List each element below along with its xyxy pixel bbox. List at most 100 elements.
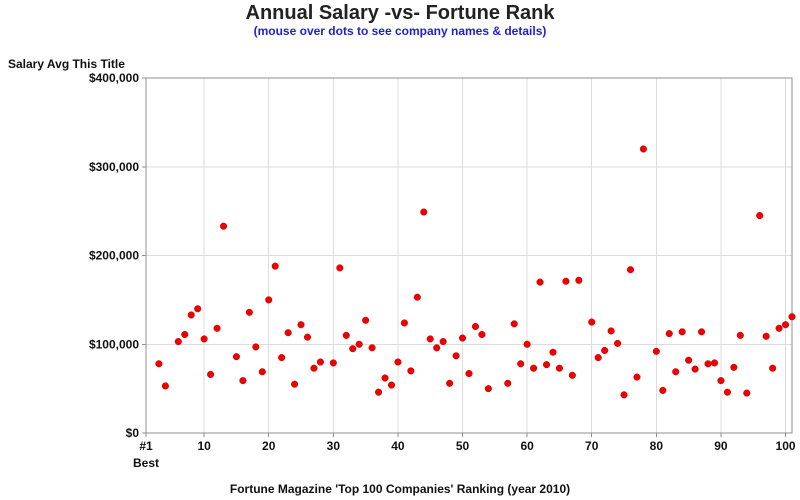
data-point[interactable] (743, 389, 751, 397)
data-point[interactable] (730, 363, 738, 371)
data-point[interactable] (678, 328, 686, 336)
data-point[interactable] (691, 365, 699, 373)
data-point[interactable] (530, 364, 538, 372)
data-point[interactable] (213, 324, 221, 332)
data-point[interactable] (258, 368, 266, 376)
y-axis: $0 $100,000 $200,000 $300,000 $400,000 (89, 71, 146, 440)
data-point[interactable] (478, 330, 486, 339)
data-point[interactable] (271, 262, 279, 270)
data-point[interactable] (303, 333, 312, 341)
data-point[interactable] (355, 340, 363, 348)
data-point[interactable] (362, 316, 370, 324)
x-tick-label: #1 (139, 439, 153, 453)
data-point[interactable] (652, 347, 660, 355)
data-point[interactable] (575, 276, 583, 284)
data-point[interactable] (407, 367, 415, 375)
data-point[interactable] (626, 266, 635, 274)
data-point[interactable] (698, 328, 706, 336)
data-point[interactable] (181, 330, 189, 339)
data-point[interactable] (433, 344, 441, 352)
data-point[interactable] (465, 369, 473, 378)
data-point[interactable] (200, 335, 208, 343)
data-point[interactable] (265, 296, 273, 304)
data-point[interactable] (394, 358, 402, 366)
data-point[interactable] (174, 338, 182, 346)
data-point[interactable] (510, 320, 518, 328)
data-point[interactable] (542, 361, 551, 369)
data-point[interactable] (614, 339, 622, 347)
data-points (155, 145, 796, 399)
x-tick-label: 80 (650, 439, 664, 453)
data-point[interactable] (781, 321, 790, 329)
data-point[interactable] (594, 354, 602, 362)
x-tick-sublabel: Best (133, 456, 159, 470)
data-point[interactable] (161, 382, 169, 390)
data-point[interactable] (232, 353, 240, 361)
data-point[interactable] (659, 386, 667, 394)
data-point[interactable] (310, 364, 318, 372)
data-point[interactable] (413, 293, 421, 301)
data-point[interactable] (710, 359, 719, 367)
data-point[interactable] (788, 313, 796, 321)
data-point[interactable] (665, 330, 673, 338)
data-point[interactable] (723, 388, 731, 396)
data-point[interactable] (329, 359, 337, 367)
data-point[interactable] (775, 324, 783, 332)
data-point[interactable] (555, 364, 563, 372)
x-axis: #1 10 20 30 40 50 60 70 80 90 100 (139, 433, 796, 453)
data-point[interactable] (562, 277, 570, 285)
data-point[interactable] (284, 329, 292, 337)
data-point[interactable] (536, 278, 544, 286)
data-point[interactable] (639, 145, 647, 153)
data-point[interactable] (336, 264, 344, 272)
data-point[interactable] (291, 380, 299, 388)
data-point[interactable] (375, 388, 383, 396)
data-point[interactable] (568, 371, 576, 379)
data-point[interactable] (426, 335, 434, 343)
data-point[interactable] (685, 356, 693, 364)
data-point[interactable] (717, 377, 725, 385)
y-tick-label: $300,000 (89, 160, 139, 174)
data-point[interactable] (446, 379, 454, 387)
data-point[interactable] (672, 368, 680, 376)
data-point[interactable] (155, 360, 163, 368)
data-point[interactable] (342, 331, 350, 339)
data-point[interactable] (736, 331, 744, 339)
data-point[interactable] (439, 338, 447, 346)
data-point[interactable] (368, 344, 376, 352)
data-point[interactable] (607, 327, 615, 335)
data-point[interactable] (278, 354, 286, 362)
data-point[interactable] (633, 373, 641, 381)
data-point[interactable] (458, 334, 467, 342)
y-tick-label: $400,000 (89, 71, 139, 85)
data-point[interactable] (297, 321, 305, 329)
data-point[interactable] (194, 305, 202, 313)
data-point[interactable] (420, 208, 428, 216)
data-point[interactable] (517, 360, 525, 368)
data-point[interactable] (187, 311, 195, 319)
data-point[interactable] (452, 352, 460, 360)
data-point[interactable] (620, 391, 628, 399)
data-point[interactable] (387, 381, 396, 389)
data-point[interactable] (400, 319, 408, 327)
data-point[interactable] (601, 346, 609, 355)
data-point[interactable] (756, 212, 764, 220)
x-tick-label: 10 (197, 439, 211, 453)
data-point[interactable] (769, 364, 777, 372)
data-point[interactable] (316, 358, 324, 366)
data-point[interactable] (588, 318, 596, 326)
data-point[interactable] (504, 379, 512, 387)
data-point[interactable] (239, 377, 247, 385)
data-point[interactable] (704, 360, 712, 368)
data-point[interactable] (219, 222, 228, 230)
data-point[interactable] (523, 340, 531, 348)
data-point[interactable] (484, 385, 492, 393)
data-point[interactable] (252, 343, 260, 351)
data-point[interactable] (549, 348, 557, 356)
data-point[interactable] (349, 345, 357, 353)
data-point[interactable] (471, 322, 480, 331)
data-point[interactable] (381, 374, 389, 382)
data-point[interactable] (207, 370, 215, 378)
data-point[interactable] (245, 308, 253, 316)
data-point[interactable] (762, 332, 770, 340)
